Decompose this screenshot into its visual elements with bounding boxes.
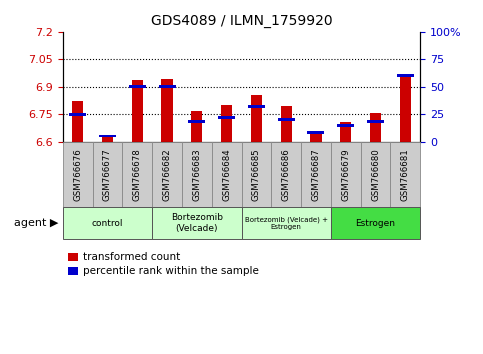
Bar <box>72 101 84 142</box>
Bar <box>370 113 381 142</box>
Bar <box>340 122 352 142</box>
Text: GSM766685: GSM766685 <box>252 148 261 201</box>
Bar <box>278 118 295 121</box>
Bar <box>221 105 232 142</box>
Bar <box>367 120 384 123</box>
Text: Bortezomib (Velcade) +
Estrogen: Bortezomib (Velcade) + Estrogen <box>245 216 327 230</box>
Text: GSM766682: GSM766682 <box>163 148 171 201</box>
Text: percentile rank within the sample: percentile rank within the sample <box>83 266 259 276</box>
Bar <box>102 136 113 142</box>
Title: GDS4089 / ILMN_1759920: GDS4089 / ILMN_1759920 <box>151 14 332 28</box>
Bar <box>158 85 175 88</box>
Text: GSM766686: GSM766686 <box>282 148 291 201</box>
Text: GSM766680: GSM766680 <box>371 148 380 201</box>
Bar <box>251 95 262 142</box>
Bar <box>281 106 292 142</box>
Text: Bortezomib
(Velcade): Bortezomib (Velcade) <box>171 213 223 233</box>
Text: GSM766678: GSM766678 <box>133 148 142 201</box>
Bar <box>188 120 205 123</box>
Text: transformed count: transformed count <box>83 252 180 262</box>
Text: GSM766683: GSM766683 <box>192 148 201 201</box>
Text: agent ▶: agent ▶ <box>14 218 58 228</box>
Text: GSM766679: GSM766679 <box>341 148 350 201</box>
Bar <box>310 134 322 142</box>
Bar <box>399 75 411 142</box>
Bar <box>99 135 116 137</box>
Text: GSM766681: GSM766681 <box>401 148 410 201</box>
Text: GSM766676: GSM766676 <box>73 148 82 201</box>
Bar <box>308 131 325 134</box>
Bar <box>161 79 173 142</box>
Bar <box>397 74 414 77</box>
Bar <box>248 105 265 108</box>
Text: GSM766687: GSM766687 <box>312 148 320 201</box>
Bar <box>129 85 146 88</box>
Text: GSM766684: GSM766684 <box>222 148 231 201</box>
Text: GSM766677: GSM766677 <box>103 148 112 201</box>
Bar <box>191 110 202 142</box>
Bar <box>131 80 143 142</box>
Bar <box>218 116 235 119</box>
Bar <box>69 113 86 115</box>
Text: Estrogen: Estrogen <box>355 218 396 228</box>
Bar <box>337 124 354 126</box>
Text: control: control <box>92 218 123 228</box>
